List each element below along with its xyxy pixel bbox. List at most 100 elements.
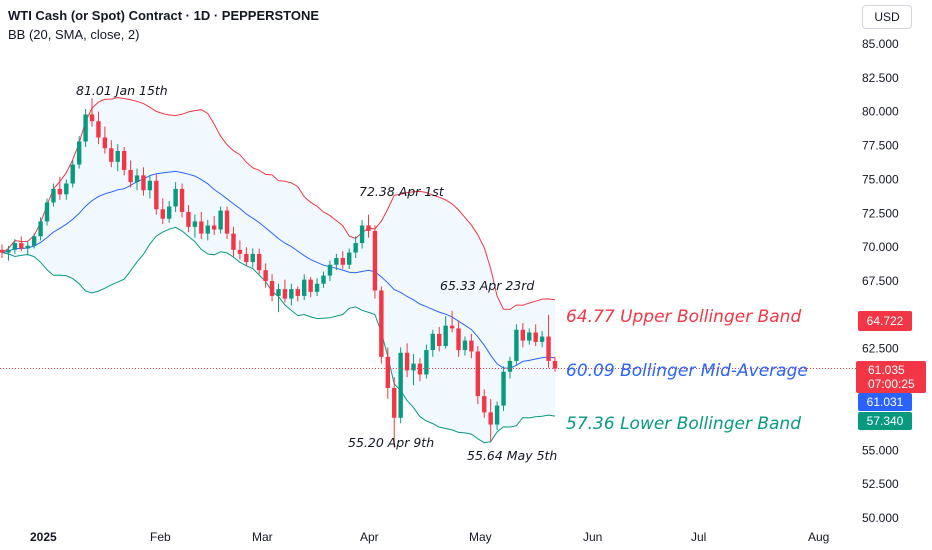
candle[interactable] (51, 183, 56, 207)
candle[interactable] (482, 389, 487, 418)
price-axis[interactable]: 85.000 82.500 80.000 77.500 75.000 72.500 70.0… (862, 37, 899, 525)
candle[interactable] (282, 279, 288, 303)
candle[interactable] (347, 248, 352, 269)
candle[interactable] (359, 220, 365, 249)
candle[interactable] (546, 314, 551, 368)
candle[interactable] (237, 240, 243, 260)
candle[interactable] (166, 201, 172, 223)
candle-body (411, 363, 416, 371)
currency-selector[interactable]: USD (862, 5, 912, 29)
candle[interactable] (314, 278, 320, 296)
candle[interactable] (160, 198, 165, 225)
candle[interactable] (269, 274, 275, 302)
candle[interactable] (520, 322, 526, 348)
candle[interactable] (417, 358, 423, 382)
candle[interactable] (115, 144, 120, 172)
candle[interactable] (302, 274, 307, 300)
candle[interactable] (199, 211, 204, 240)
candle[interactable] (83, 109, 88, 147)
candle[interactable] (121, 146, 127, 176)
candle[interactable] (469, 333, 474, 359)
candle[interactable] (308, 276, 313, 298)
candle[interactable] (96, 111, 101, 145)
candle[interactable] (449, 310, 455, 333)
candle[interactable] (25, 241, 30, 256)
candle[interactable] (295, 286, 300, 302)
upper-band-label: 64.77 Upper Bollinger Band (566, 307, 801, 327)
candle[interactable] (0, 244, 5, 258)
indicator-label[interactable]: BB (20, SMA, close, 2) (8, 27, 140, 42)
candle[interactable] (64, 179, 69, 200)
candle[interactable] (250, 248, 255, 268)
candle[interactable] (437, 327, 442, 352)
candle[interactable] (501, 366, 506, 412)
candle[interactable] (141, 167, 146, 196)
candle[interactable] (76, 136, 82, 169)
candle[interactable] (102, 126, 108, 154)
candle[interactable] (109, 140, 114, 168)
candle[interactable] (507, 356, 513, 379)
candle[interactable] (38, 217, 43, 241)
candle[interactable] (366, 214, 371, 238)
candle[interactable] (224, 206, 230, 240)
candle-body (302, 279, 307, 296)
candle-body (327, 264, 333, 276)
candle[interactable] (31, 233, 37, 249)
candle[interactable] (404, 343, 410, 378)
candle[interactable] (134, 168, 140, 191)
candle[interactable] (257, 248, 262, 275)
candle[interactable] (173, 182, 178, 212)
candle-body (417, 363, 423, 375)
candle[interactable] (475, 346, 481, 405)
candle[interactable] (411, 354, 416, 386)
candle[interactable] (514, 324, 519, 365)
candle[interactable] (430, 329, 436, 357)
candle[interactable] (289, 283, 294, 306)
candle[interactable] (398, 347, 403, 424)
candle[interactable] (340, 251, 345, 269)
candle[interactable] (494, 401, 500, 430)
candle[interactable] (186, 205, 191, 233)
candle[interactable] (19, 236, 24, 252)
candle-body (205, 225, 210, 234)
candle[interactable] (276, 283, 281, 313)
candle[interactable] (263, 263, 268, 288)
candle[interactable] (179, 183, 185, 218)
candle[interactable] (539, 331, 545, 348)
candle[interactable] (456, 320, 461, 357)
candle[interactable] (552, 356, 558, 372)
candle[interactable] (327, 260, 333, 281)
candle[interactable] (385, 347, 390, 399)
candle[interactable] (353, 236, 358, 258)
candle[interactable] (147, 175, 153, 199)
candle[interactable] (372, 225, 378, 299)
candle[interactable] (488, 398, 493, 443)
candle[interactable] (218, 206, 223, 234)
candle[interactable] (321, 271, 326, 288)
candle[interactable] (443, 316, 448, 349)
candle[interactable] (533, 324, 538, 347)
candle[interactable] (12, 239, 18, 254)
candle[interactable] (89, 98, 95, 127)
time-axis[interactable]: 2025 Feb Mar Apr May Jun Jul Aug (30, 530, 829, 544)
candle[interactable] (211, 215, 217, 235)
candle[interactable] (462, 336, 468, 356)
candle[interactable] (6, 245, 11, 261)
candle[interactable] (392, 377, 397, 448)
upper-band-line[interactable] (1, 96, 556, 310)
candle[interactable] (244, 247, 249, 267)
candle[interactable] (154, 174, 159, 215)
candle[interactable] (44, 198, 50, 226)
candle[interactable] (334, 253, 339, 271)
candle[interactable] (231, 226, 236, 257)
candle[interactable] (379, 286, 384, 364)
mid-band-line[interactable] (1, 170, 556, 369)
candle[interactable] (57, 176, 63, 200)
candle[interactable] (424, 344, 429, 379)
candle[interactable] (205, 220, 210, 241)
candle[interactable] (192, 214, 198, 238)
candle[interactable] (70, 160, 75, 188)
candle[interactable] (128, 160, 133, 188)
candle[interactable] (527, 328, 532, 345)
